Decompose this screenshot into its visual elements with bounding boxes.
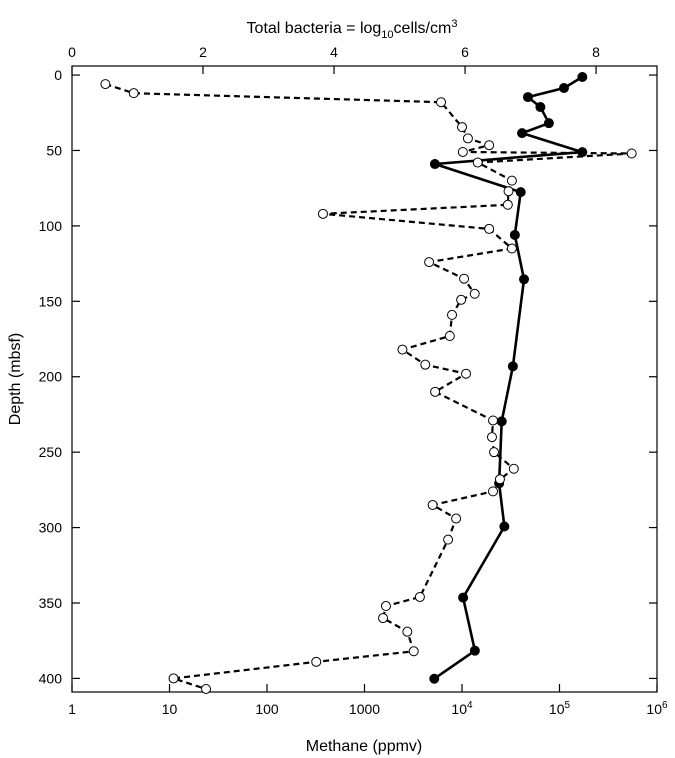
title-run: cells/cm xyxy=(394,20,452,37)
data-point xyxy=(506,243,517,254)
data-point xyxy=(317,208,328,219)
y-axis-title: Depth (mbsf) xyxy=(7,333,24,425)
x-tick-label: 105 xyxy=(549,700,571,717)
data-point xyxy=(458,592,469,603)
y-tick-label: 0 xyxy=(54,67,62,83)
data-point xyxy=(494,474,505,485)
x-axis-title: Methane (ppmv) xyxy=(306,738,423,755)
x-tick-label: 104 xyxy=(451,700,473,717)
data-point xyxy=(427,499,438,510)
data-point xyxy=(457,122,467,133)
x-tick-label: 1 xyxy=(68,701,76,717)
data-point xyxy=(201,683,212,694)
data-point xyxy=(447,309,458,320)
y-tick-label: 350 xyxy=(39,595,63,611)
data-point xyxy=(469,645,480,656)
top-axis-title: Total bacteria = log10cells/cm3 xyxy=(247,18,458,41)
data-point xyxy=(577,72,588,83)
data-point xyxy=(456,294,467,305)
tick-base: 10 xyxy=(646,701,662,717)
data-point xyxy=(488,415,499,426)
data-point xyxy=(444,331,455,342)
data-point xyxy=(128,88,139,99)
tick-base: 10 xyxy=(549,701,565,717)
data-point xyxy=(506,175,517,186)
data-point xyxy=(484,140,495,151)
tick-exponent: 5 xyxy=(565,700,571,711)
plot-frame xyxy=(71,65,658,693)
y-tick-label: 250 xyxy=(39,444,63,460)
y-tick-label: 200 xyxy=(39,369,63,385)
data-point xyxy=(100,79,111,90)
data-point xyxy=(515,187,526,198)
data-point xyxy=(499,521,510,532)
y-tick-label: 100 xyxy=(39,218,63,234)
x2-tick-label: 2 xyxy=(199,44,207,60)
data-point xyxy=(459,273,470,284)
x2-tick-label: 0 xyxy=(68,44,76,60)
y-tick-label: 300 xyxy=(39,520,63,536)
y-tick-label: 400 xyxy=(39,670,63,686)
data-point xyxy=(380,601,391,612)
x-tick-label: 100 xyxy=(255,701,279,717)
series-line xyxy=(105,83,632,691)
data-point xyxy=(397,344,408,355)
data-point xyxy=(489,447,500,458)
tick-exponent: 6 xyxy=(662,700,668,711)
data-point xyxy=(408,646,419,657)
data-point xyxy=(414,591,425,602)
x2-tick-label: 4 xyxy=(330,44,338,60)
data-point xyxy=(462,133,473,144)
data-point xyxy=(517,128,528,139)
data-point xyxy=(429,159,440,170)
tick-exponent: 4 xyxy=(467,700,473,711)
data-point xyxy=(378,613,389,624)
data-point xyxy=(543,118,554,129)
data-point xyxy=(472,157,483,168)
data-point xyxy=(626,148,637,159)
data-point xyxy=(484,223,495,234)
data-point xyxy=(424,257,435,268)
x-tick-label: 106 xyxy=(646,700,668,717)
data-point xyxy=(436,97,447,108)
data-point xyxy=(168,673,179,684)
data-point xyxy=(420,359,431,370)
data-point xyxy=(451,513,462,524)
data-point xyxy=(486,432,497,443)
data-point xyxy=(558,83,569,94)
data-point xyxy=(457,146,468,157)
data-point xyxy=(507,361,518,372)
data-point xyxy=(535,102,546,113)
data-point xyxy=(522,92,533,103)
data-point xyxy=(443,534,454,545)
data-point xyxy=(402,626,413,637)
data-point xyxy=(461,368,472,379)
data-point xyxy=(503,186,514,197)
x-tick-label: 10 xyxy=(162,701,178,717)
data-point xyxy=(429,673,440,684)
title-run: Total bacteria = log xyxy=(247,20,382,37)
x2-tick-label: 6 xyxy=(461,44,469,60)
title-superscript: 3 xyxy=(451,18,457,30)
data-point xyxy=(508,463,519,474)
data-point xyxy=(509,229,520,240)
series-line xyxy=(433,75,583,680)
data-point xyxy=(311,656,322,667)
data-point xyxy=(488,486,499,497)
y-tick-label: 50 xyxy=(46,142,62,158)
x-tick-label: 1000 xyxy=(349,701,380,717)
data-point xyxy=(430,386,441,397)
data-point xyxy=(469,288,480,299)
data-point xyxy=(502,199,513,210)
title-subscript: 10 xyxy=(381,29,393,41)
x2-tick-label: 8 xyxy=(592,44,600,60)
y-tick-label: 150 xyxy=(39,293,63,309)
tick-base: 10 xyxy=(451,701,467,717)
data-point xyxy=(496,416,507,427)
data-point xyxy=(519,274,530,285)
